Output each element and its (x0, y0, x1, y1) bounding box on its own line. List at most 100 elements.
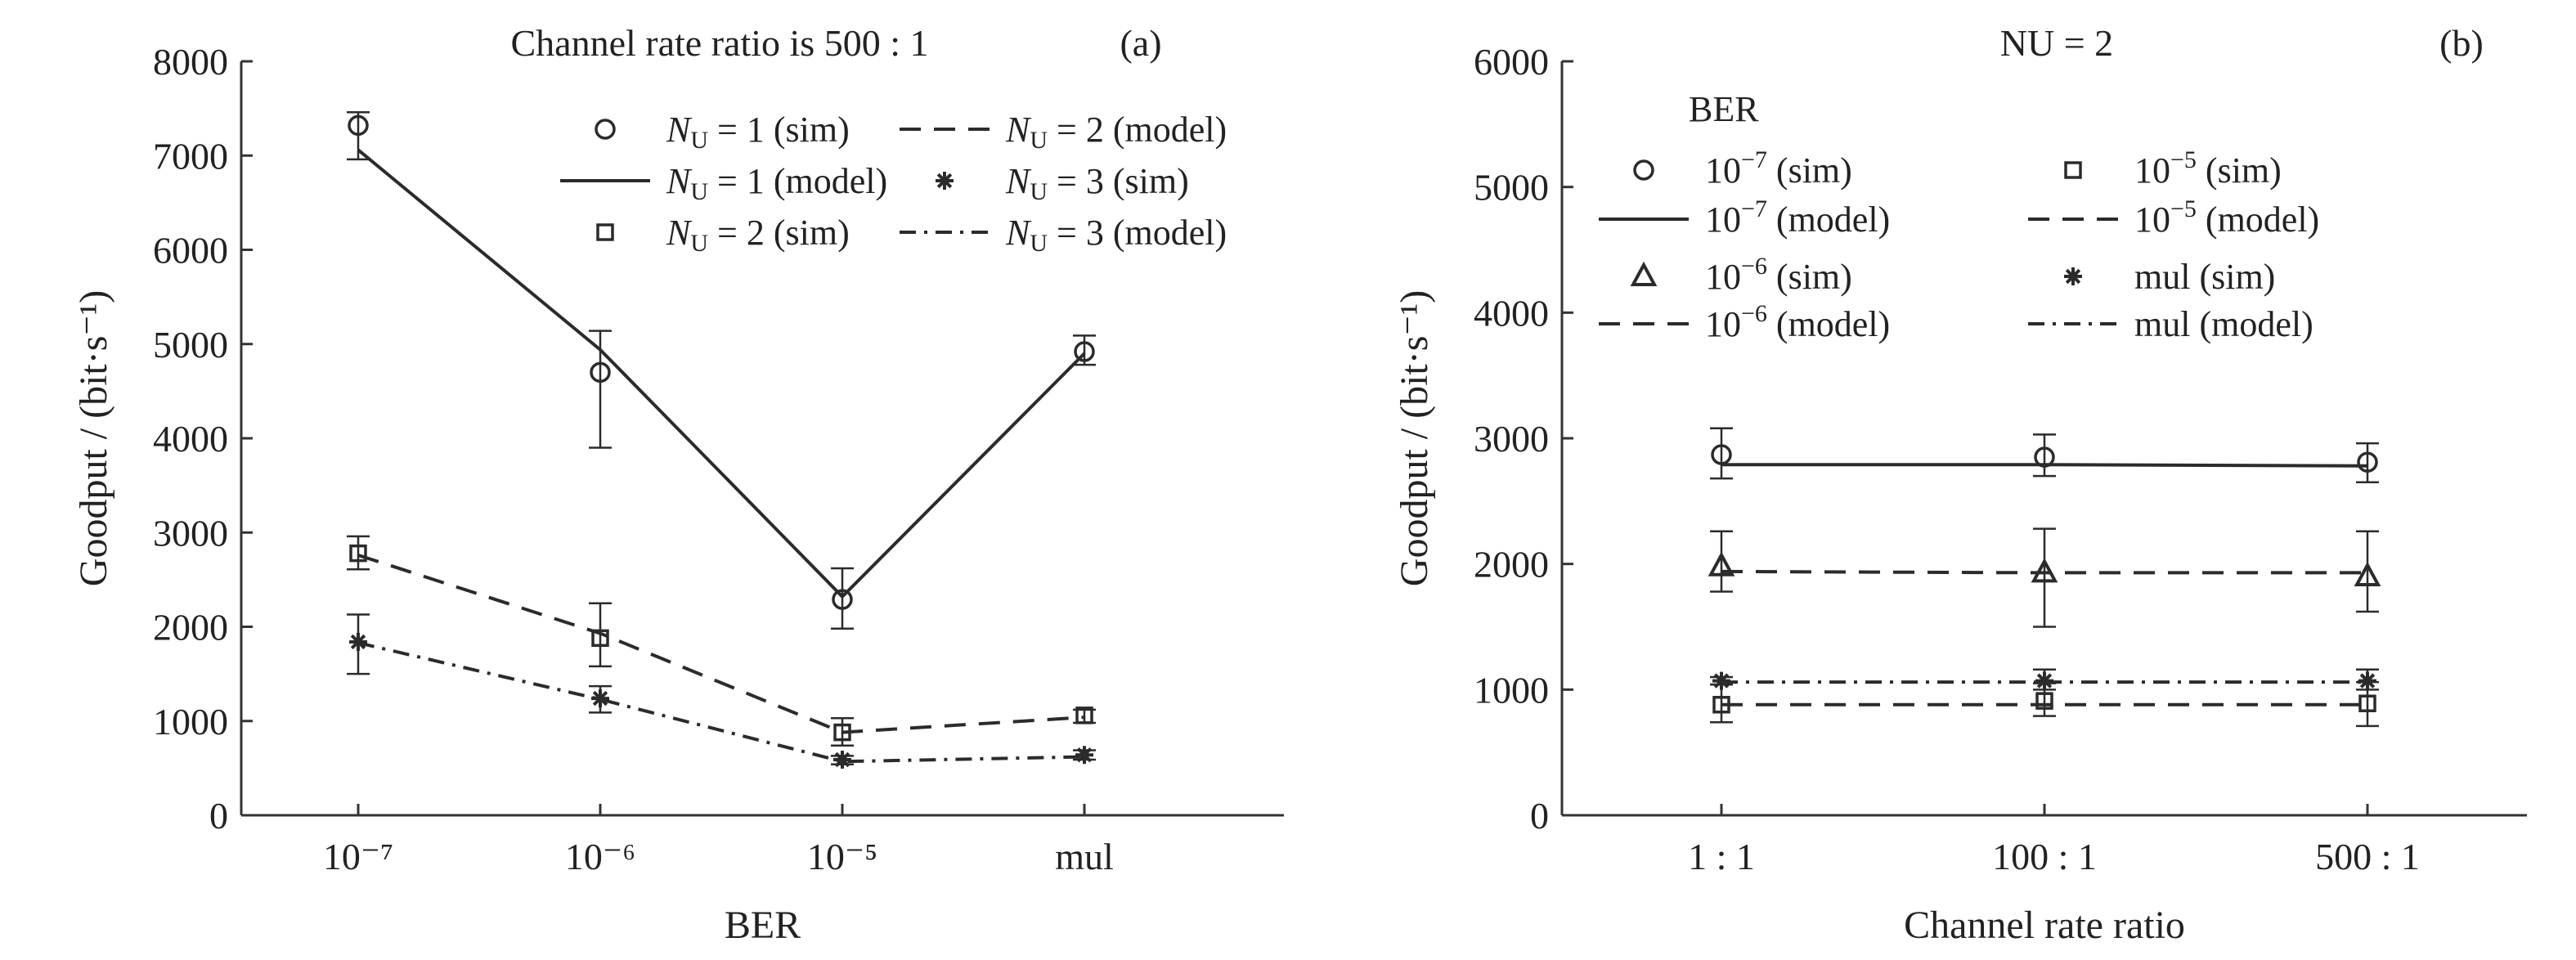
panel-title: NU = 2 (2000, 22, 2113, 64)
legend-item: NU = 1 (sim) (595, 110, 850, 154)
series-2 (347, 535, 1096, 747)
y-tick-label: 1000 (153, 701, 228, 742)
series-1 (1721, 463, 2368, 468)
x-tick-label: 500 : 1 (2315, 836, 2420, 877)
legend-swatch-marker (596, 223, 614, 241)
legend-item: NU = 1 (model) (560, 161, 887, 205)
y-tick-label: 5000 (1474, 167, 1549, 209)
legend-label: 10−7 (model) (1705, 195, 1890, 240)
y-tick-label: 6000 (153, 230, 228, 271)
data-point (2357, 451, 2378, 473)
legend-item: NU = 3 (model) (900, 213, 1227, 257)
series-2 (1708, 527, 2381, 628)
legend-swatch-marker (1630, 261, 1658, 286)
y-tick-label: 0 (209, 795, 228, 837)
data-point (1074, 341, 1095, 362)
series-6 (1710, 668, 2379, 691)
legend-swatch-marker (595, 119, 616, 140)
legend-item: 10−7 (sim) (1633, 146, 1852, 191)
series-0 (1710, 427, 2379, 484)
legend-swatch-marker (936, 172, 954, 190)
x-tick-label: 1 : 1 (1688, 836, 1755, 877)
data-point (349, 632, 367, 651)
data-point (1075, 707, 1093, 724)
model-line (1721, 463, 2368, 468)
legend-label: 10−6 (sim) (1705, 253, 1852, 297)
data-point (349, 544, 367, 563)
data-point (348, 114, 369, 137)
legend-item: 10−5 (sim) (2064, 146, 2282, 191)
panel-label: (a) (1120, 22, 1161, 64)
legend-title: BER (1689, 89, 1759, 129)
data-point (2354, 561, 2381, 587)
panel-title: Channel rate ratio is 500 : 1 (511, 22, 929, 64)
y-tick-label: 3000 (1474, 418, 1549, 460)
legend-label: 10−5 (model) (2134, 195, 2319, 240)
legend-label: NU = 3 (sim) (1005, 161, 1189, 205)
legend-label: NU = 1 (model) (666, 161, 887, 205)
x-axis-title: BER (725, 904, 801, 947)
y-axis-title: Goodput / (bit·s⁻¹) (72, 290, 115, 586)
legend-label: NU = 1 (sim) (666, 110, 850, 154)
model-line (357, 554, 1085, 734)
y-tick-label: 6000 (1474, 41, 1549, 83)
series-1 (357, 148, 1086, 599)
legend-label: 10−6 (model) (1705, 300, 1890, 344)
data-point (1075, 746, 1093, 765)
legend-item: mul (model) (2028, 304, 2313, 344)
data-point (590, 361, 611, 384)
legend-item: 10−6 (model) (1599, 300, 1890, 344)
series-5 (357, 641, 1085, 764)
legend-label: 10−7 (sim) (1705, 146, 1852, 191)
legend-label: mul (sim) (2134, 257, 2275, 297)
panel-label: (b) (2439, 22, 2484, 64)
x-tick-label: 10⁻⁷ (323, 836, 393, 877)
x-axis-title: Channel rate ratio (1904, 904, 2185, 947)
legend-label: NU = 2 (model) (1005, 110, 1227, 154)
data-point (833, 751, 851, 769)
y-tick-label: 2000 (153, 607, 228, 648)
error-bar (2356, 530, 2379, 613)
legend-item: NU = 2 (model) (900, 110, 1227, 154)
legend-swatch-marker (2064, 161, 2082, 179)
legend-item: 10−7 (model) (1599, 195, 1890, 240)
legend-item: 10−5 (model) (2028, 195, 2319, 240)
error-bar (2356, 442, 2379, 484)
y-tick-label: 0 (1530, 795, 1549, 837)
x-tick-label: mul (1055, 836, 1114, 877)
legend: BER 10−7 (sim)10−7 (model) 10−6 (sim)10−6 … (1599, 89, 2319, 344)
legend-label: 10−5 (sim) (2134, 146, 2282, 191)
panel-b-chart: 0 1000 2000 3000 4000 5000 6000 1 : 1 100 : 1 500… (1393, 22, 2527, 947)
model-line (357, 641, 1085, 764)
y-tick-label: 4000 (1474, 292, 1549, 334)
legend-swatch-marker (2064, 267, 2082, 285)
legend-label: mul (model) (2134, 304, 2313, 344)
legend-label: NU = 2 (sim) (666, 213, 850, 257)
legend-label: NU = 3 (model) (1005, 213, 1227, 257)
y-tick-label: 1000 (1474, 669, 1549, 711)
legend-item: mul (sim) (2064, 257, 2275, 297)
y-axis-title: Goodput / (bit·s⁻¹) (1393, 290, 1436, 586)
error-bar (2033, 527, 2056, 628)
series-3 (357, 554, 1085, 734)
error-bar (1710, 427, 1733, 480)
y-tick-label: 2000 (1474, 544, 1549, 585)
x-tick-label: 100 : 1 (1992, 836, 2097, 877)
y-tick-label: 3000 (153, 512, 228, 554)
y-tick-label: 4000 (153, 418, 228, 460)
error-bar (2033, 433, 2056, 478)
model-line (1721, 569, 2367, 575)
model-line (357, 148, 1086, 599)
y-tick-label: 5000 (153, 324, 228, 366)
panel-a-chart: 0 1000 2000 3000 4000 5000 6000 7000 8000 10⁻⁷ 10⁻… (72, 22, 1284, 947)
error-bar (347, 535, 370, 571)
data-point (591, 629, 609, 648)
y-tick-label: 8000 (153, 41, 228, 83)
data-point (832, 589, 853, 610)
data-point (2035, 692, 2053, 710)
data-point (1708, 551, 1735, 576)
legend: NU = 1 (sim) NU = 1 (model) NU = 2 (sim) NU… (560, 110, 1227, 257)
y-tick-label: 7000 (153, 135, 228, 177)
x-tick-label: 10⁻⁵ (807, 836, 877, 877)
